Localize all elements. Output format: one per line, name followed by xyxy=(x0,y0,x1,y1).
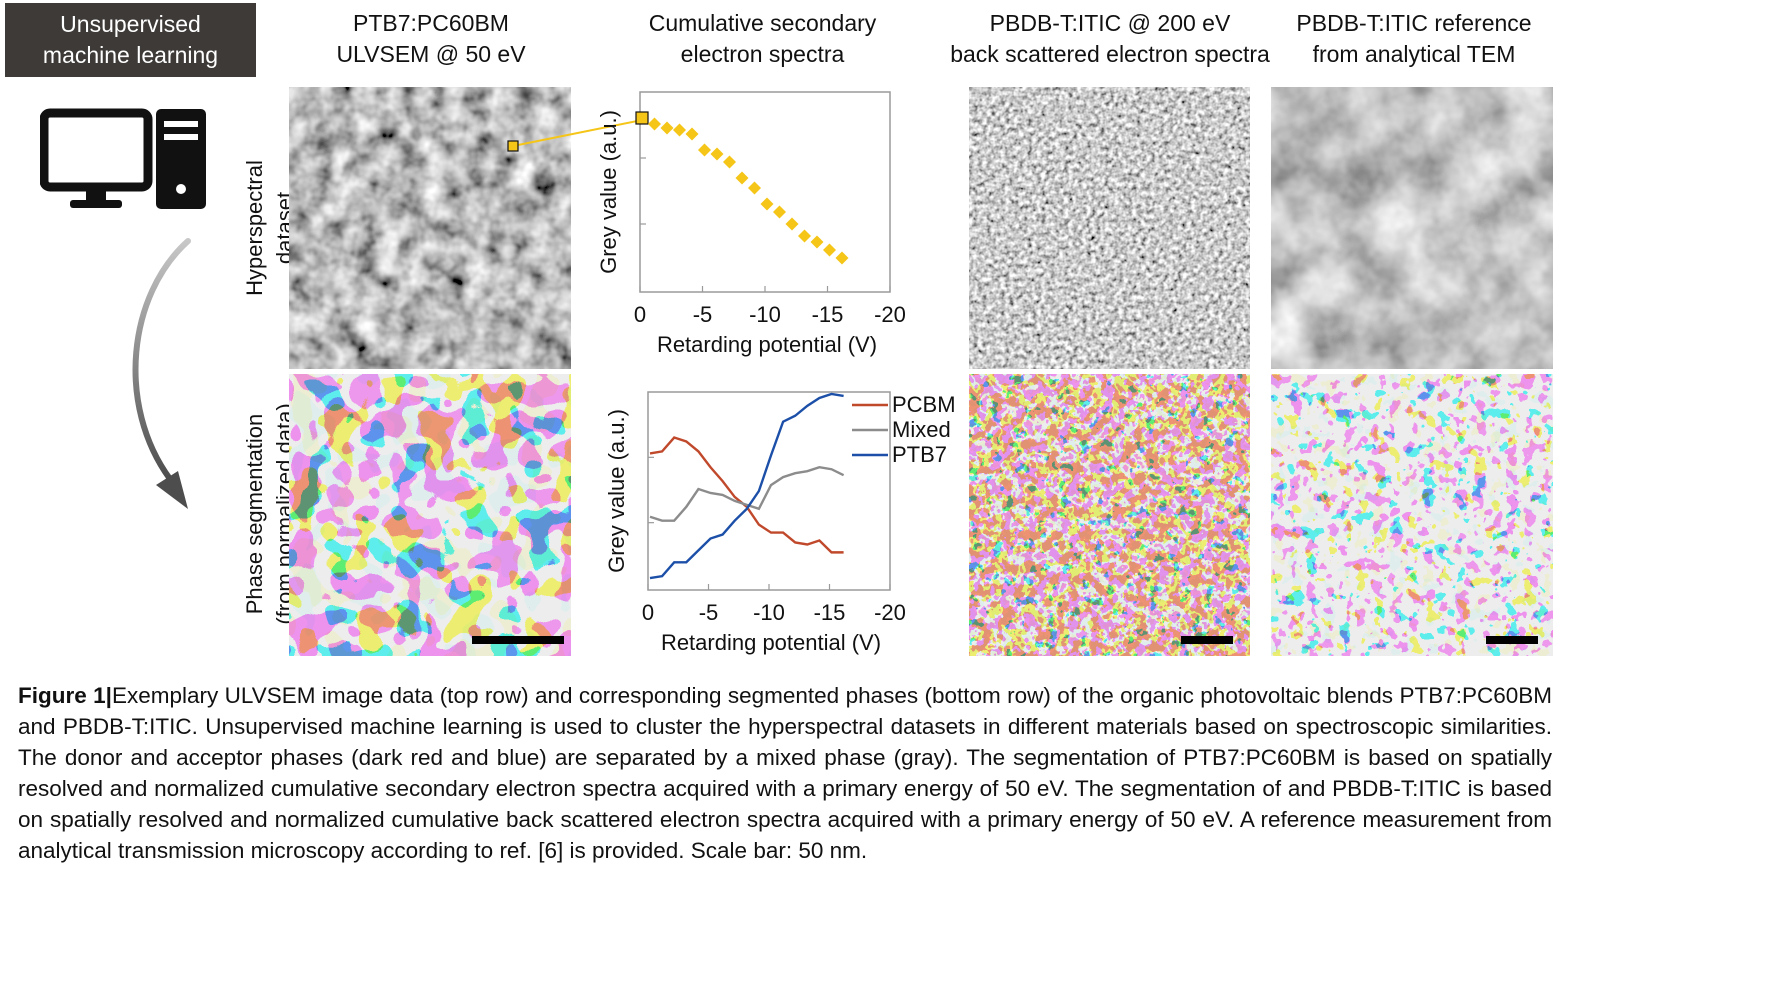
phase-x-tick-label: -10 xyxy=(753,600,785,625)
spectrum-point xyxy=(660,121,674,135)
computer-icon xyxy=(39,105,210,215)
phase-x-tick-label: 0 xyxy=(642,600,654,625)
spectrum-point xyxy=(723,155,736,169)
micrograph-ptb7-hyperspectral xyxy=(289,87,571,369)
column-title-pbdb-line2: back scattered electron spectra xyxy=(950,41,1270,67)
legend-label-ptb7: PTB7 xyxy=(892,442,947,467)
legend-label-pcbm: PCBM xyxy=(892,392,956,417)
column-title-reference-line1: PBDB-T:ITIC reference xyxy=(1296,10,1532,36)
column-title-spectra-line2: electron spectra xyxy=(680,41,845,67)
column-title-pbdb: PBDB-T:ITIC @ 200 eV back scattered elec… xyxy=(935,8,1285,70)
phase-x-tick-label: -5 xyxy=(699,600,719,625)
micrograph-reference-tem xyxy=(1271,87,1553,369)
spectrum-plot-frame xyxy=(639,91,891,293)
phase-x-tick-label: -15 xyxy=(814,600,846,625)
figure-caption: Figure 1|Exemplary ULVSEM image data (to… xyxy=(18,680,1552,866)
column-title-spectra-line1: Cumulative secondary xyxy=(648,10,877,36)
phase-series-line-pcbm xyxy=(649,436,844,554)
legend-label-mixed: Mixed xyxy=(892,417,951,442)
column-title-reference-line2: from analytical TEM xyxy=(1312,41,1516,67)
spectrum-point xyxy=(810,235,824,249)
spectrum-point-selected xyxy=(635,111,649,125)
row-title-segmentation-line1: Phase segmentation xyxy=(242,413,267,615)
segmentation-ptb7 xyxy=(289,374,571,656)
column-title-ptb7: PTB7:PC60BM ULVSEM @ 50 eV xyxy=(290,8,572,70)
spectrum-point xyxy=(798,229,811,243)
column-title-reference: PBDB-T:ITIC reference from analytical TE… xyxy=(1275,8,1553,70)
phase-series-line-ptb7 xyxy=(649,392,844,580)
segmentation-pbdb xyxy=(969,374,1250,656)
row-title-hyperspectral-line1: Hyperspectral xyxy=(242,160,267,296)
scale-bar-pbdb xyxy=(1181,636,1233,644)
phase-y-axis-label: Grey value (a.u.) xyxy=(604,409,629,573)
spectrum-point xyxy=(785,217,799,231)
method-label-line1: Unsupervised xyxy=(60,11,201,37)
column-title-spectra: Cumulative secondary electron spectra xyxy=(620,8,905,70)
method-label-line2: machine learning xyxy=(42,42,219,68)
spectrum-y-axis-label: Grey value (a.u.) xyxy=(596,110,621,274)
scale-bar-reference xyxy=(1486,636,1538,644)
spectrum-point xyxy=(773,205,786,219)
spectrum-point xyxy=(648,117,661,131)
spectrum-x-tick-label: -10 xyxy=(749,302,781,327)
spectrum-point xyxy=(673,123,686,137)
spectrum-x-tick-label: -20 xyxy=(874,302,906,327)
spectrum-point xyxy=(735,171,749,185)
phase-x-tick-label: -20 xyxy=(874,600,906,625)
spectrum-x-axis-label: Retarding potential (V) xyxy=(657,332,877,357)
phase-series-line-mixed xyxy=(649,466,845,522)
spectrum-point xyxy=(835,251,849,265)
caption-text: Exemplary ULVSEM image data (top row) an… xyxy=(18,683,1552,863)
phase-x-axis-label: Retarding potential (V) xyxy=(661,630,881,655)
column-title-pbdb-line1: PBDB-T:ITIC @ 200 eV xyxy=(989,10,1231,36)
curved-arrow-icon xyxy=(118,235,198,515)
method-label: Unsupervised machine learning xyxy=(5,3,256,77)
spectrum-point xyxy=(760,197,774,211)
column-title-ptb7-line2: ULVSEM @ 50 eV xyxy=(336,41,526,67)
spectrum-x-tick-label: 0 xyxy=(634,302,646,327)
chart-spectrum: 0 -5 -10 -15 -20 Retarding potential (V) Grey … xyxy=(590,80,920,370)
chart-phase-spectra: 0 -5 -10 -15 -20 Retarding potential (V) Grey … xyxy=(590,380,970,665)
caption-prefix: Figure 1| xyxy=(18,683,112,708)
spectrum-x-tick-label: -15 xyxy=(812,302,844,327)
spectrum-point xyxy=(698,143,711,157)
spectrum-point xyxy=(748,181,761,195)
scale-bar-ptb7 xyxy=(472,636,564,644)
pixel-connector xyxy=(505,108,655,158)
spectrum-x-tick-label: -5 xyxy=(693,302,713,327)
column-title-ptb7-line1: PTB7:PC60BM xyxy=(353,10,509,36)
selected-pixel-marker xyxy=(507,140,519,152)
micrograph-pbdb-hyperspectral xyxy=(969,87,1250,369)
spectrum-point xyxy=(710,147,724,161)
spectrum-point xyxy=(823,243,836,257)
segmentation-reference xyxy=(1271,374,1553,656)
spectrum-point xyxy=(685,127,699,141)
